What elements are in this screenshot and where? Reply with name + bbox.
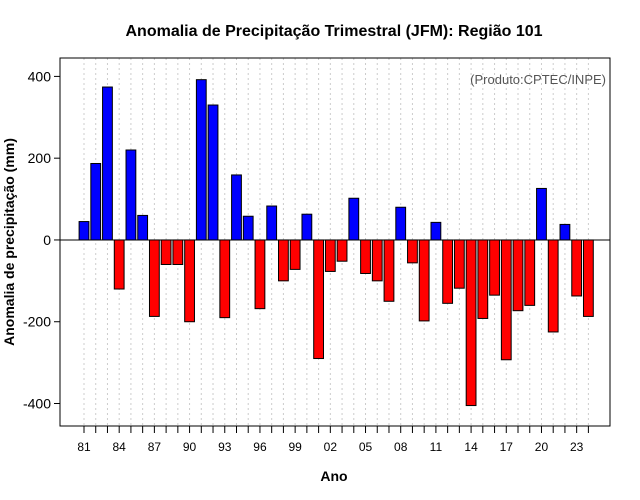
bar-1998 <box>278 239 289 282</box>
bar-2002 <box>324 239 336 272</box>
bar-1999 <box>289 239 301 270</box>
bar-1989 <box>172 239 184 265</box>
bar-1990 <box>184 239 195 323</box>
bar-2011 <box>430 221 442 241</box>
x-tick-label: 84 <box>113 440 127 454</box>
bar-1983 <box>102 86 113 241</box>
bar-1987 <box>148 239 160 317</box>
bar-1982 <box>90 162 102 241</box>
bar-1988 <box>160 239 172 265</box>
y-axis-title: Anomalia de precipitação (mm) <box>1 138 17 346</box>
bar-1991 <box>195 79 207 241</box>
bar-2018 <box>512 239 524 312</box>
x-tick-label: 96 <box>253 440 267 454</box>
bar-2003 <box>336 239 348 262</box>
x-tick-label: 99 <box>288 440 302 454</box>
bar-2006 <box>371 239 383 282</box>
x-tick-label: 05 <box>359 440 373 454</box>
x-tick-label: 08 <box>394 440 408 454</box>
bar-2005 <box>360 239 371 274</box>
x-tick-label: 81 <box>77 440 91 454</box>
bar-1992 <box>207 104 219 241</box>
x-axis: 81 84 87 90 93 96 99 02 05 08 11 14 17 20 23 <box>77 426 589 454</box>
bar-2021 <box>547 239 559 333</box>
y-tick-label: 0 <box>43 232 51 248</box>
bar-2022 <box>559 223 571 241</box>
bar-2019 <box>524 239 536 306</box>
bar-1997 <box>266 205 278 241</box>
bar-2004 <box>348 197 360 241</box>
bar-1981 <box>78 221 90 241</box>
bar-2016 <box>489 239 500 296</box>
bar-1994 <box>231 174 242 241</box>
y-tick-label: 400 <box>28 68 52 84</box>
bar-2000 <box>301 213 313 241</box>
bar-2009 <box>407 239 418 264</box>
bar-1993 <box>219 239 231 319</box>
bar-2014 <box>465 239 477 407</box>
bar-2013 <box>453 239 465 289</box>
x-tick-label: 87 <box>148 440 162 454</box>
x-tick-label: 17 <box>500 440 514 454</box>
bar-2017 <box>500 239 512 361</box>
x-tick-label: 20 <box>535 440 549 454</box>
bar-2010 <box>418 239 430 322</box>
plot-frame <box>59 57 611 427</box>
y-tick-label: -200 <box>23 314 51 330</box>
x-axis-title: Ano <box>320 468 347 484</box>
vertical-gridlines <box>83 58 589 426</box>
chart-title: Anomalia de Precipitação Trimestral (JFM… <box>125 23 542 40</box>
x-tick-label: 02 <box>324 440 338 454</box>
bar-2012 <box>442 239 454 304</box>
x-tick-label: 14 <box>464 440 478 454</box>
bar-2023 <box>571 239 583 297</box>
bar-2008 <box>395 206 407 241</box>
bar-1995 <box>242 215 254 241</box>
bar-2001 <box>313 239 325 360</box>
x-tick-label: 93 <box>218 440 232 454</box>
y-axis: -400 -200 0 200 400 <box>23 68 60 412</box>
bar-series <box>78 79 594 407</box>
bar-2007 <box>383 239 395 302</box>
bar-1985 <box>125 149 137 241</box>
bar-1986 <box>137 214 149 241</box>
bar-2020 <box>536 187 547 241</box>
bar-1984 <box>113 239 125 290</box>
chart-annotation: (Produto:CPTEC/INPE) <box>470 72 606 87</box>
y-tick-label: 200 <box>28 150 52 166</box>
bar-2015 <box>477 239 489 319</box>
x-tick-label: 90 <box>183 440 197 454</box>
x-tick-label: 11 <box>430 440 443 454</box>
bar-1996 <box>254 239 266 310</box>
bar-2024 <box>582 239 594 317</box>
y-tick-label: -400 <box>23 396 51 412</box>
x-tick-label: 23 <box>570 440 584 454</box>
